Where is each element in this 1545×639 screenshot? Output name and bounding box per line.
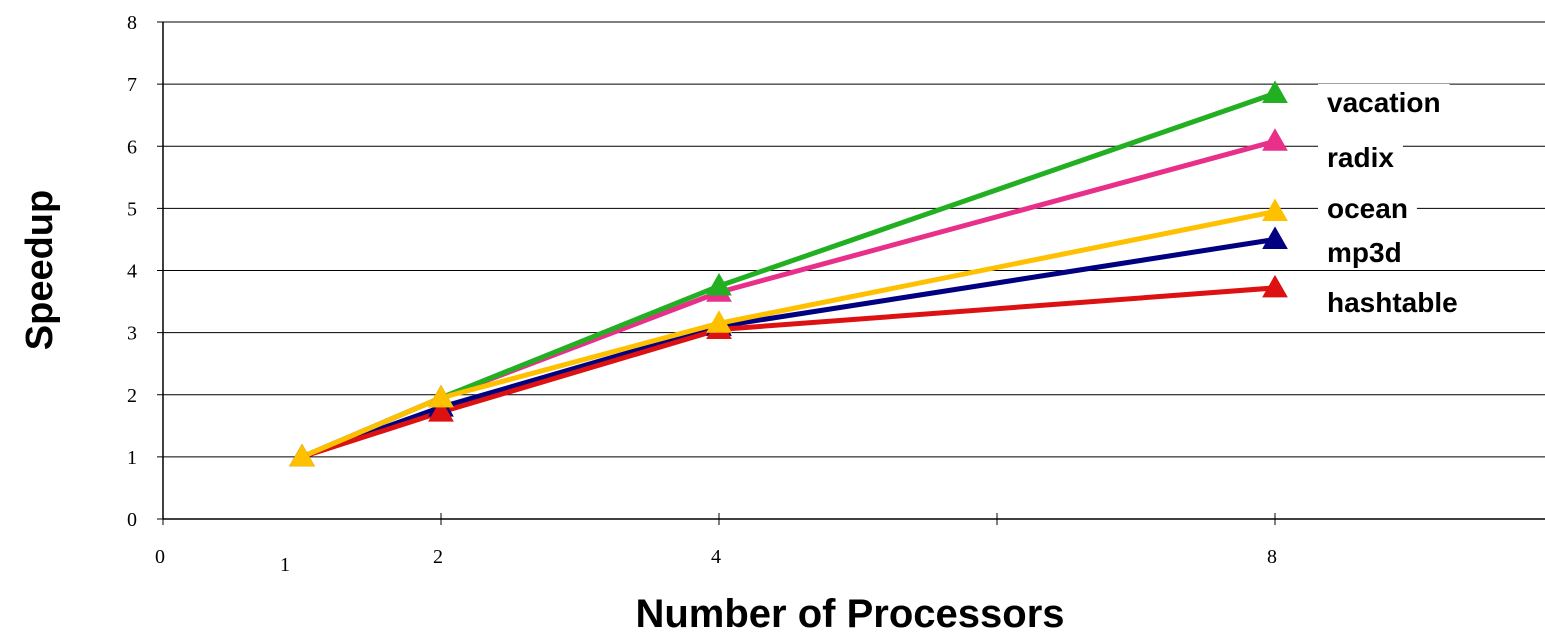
x-tick-labels: 0 1 2 4 8 xyxy=(155,546,1277,576)
series-labels: vacation radix ocean mp3d hashtable xyxy=(1318,84,1467,318)
x-tick-label-4: 4 xyxy=(711,546,721,568)
series-markers xyxy=(289,80,1288,467)
x-tick-label-2: 2 xyxy=(433,546,443,568)
y-tick-label-8: 8 xyxy=(127,12,137,34)
series-label-bg-radix xyxy=(1318,139,1403,173)
y-tick-label-0: 0 xyxy=(127,509,137,531)
gridlines xyxy=(163,21,1545,458)
axes xyxy=(157,21,1545,525)
marker-ocean-4 xyxy=(706,310,732,333)
series-label-ocean: ocean xyxy=(1327,193,1408,224)
series-label-bg-vacation xyxy=(1318,84,1450,118)
marker-mp3d-8 xyxy=(1262,226,1288,249)
marker-ocean-2 xyxy=(428,384,454,408)
series-label-vacation: vacation xyxy=(1327,87,1441,118)
y-axis-title: Speedup xyxy=(19,190,61,350)
marker-ocean-1 xyxy=(289,443,315,467)
marker-ocean-8 xyxy=(1262,198,1288,221)
y-tick-label-6: 6 xyxy=(127,136,137,158)
series-label-radix: radix xyxy=(1327,142,1394,173)
x-tick-label-1: 1 xyxy=(280,554,290,576)
y-tick-labels: 0 1 2 3 4 5 6 7 8 xyxy=(127,12,137,531)
series-label-bg-mp3d xyxy=(1318,234,1411,268)
y-tick-label-4: 4 xyxy=(127,261,137,283)
y-tick-label-7: 7 xyxy=(127,74,137,96)
y-tick-label-1: 1 xyxy=(127,447,137,469)
y-tick-label-5: 5 xyxy=(127,198,137,220)
x-tick-label-8: 8 xyxy=(1267,546,1277,568)
y-tick-label-3: 3 xyxy=(127,323,137,345)
x-axis-title: Number of Processors xyxy=(635,592,1064,636)
series-line-hashtable xyxy=(301,285,1276,460)
series-label-mp3d: mp3d xyxy=(1327,237,1402,268)
marker-vacation-4 xyxy=(706,273,732,296)
x-tick-label-0: 0 xyxy=(155,546,165,568)
series-lines xyxy=(301,91,1276,460)
y-tick-label-2: 2 xyxy=(127,385,137,407)
series-label-hashtable: hashtable xyxy=(1327,287,1458,318)
marker-hashtable-8 xyxy=(1262,274,1288,298)
marker-radix-8 xyxy=(1262,128,1288,151)
marker-vacation-8 xyxy=(1262,80,1288,103)
series-label-bg-ocean xyxy=(1318,190,1417,224)
series-line-ocean xyxy=(301,209,1276,460)
series-label-bg-hashtable xyxy=(1318,284,1467,318)
marker-hashtable-2 xyxy=(428,399,454,422)
